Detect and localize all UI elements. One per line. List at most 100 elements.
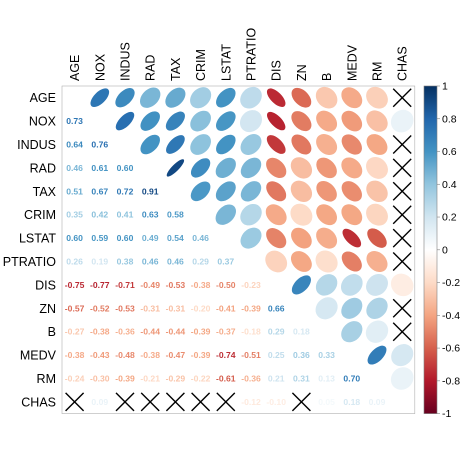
corr-value: 0.73 bbox=[66, 116, 83, 126]
column-label: DIS bbox=[270, 60, 284, 81]
corr-ellipse bbox=[165, 87, 186, 108]
corr-value: -0.43 bbox=[90, 350, 110, 360]
row-label: CHAS bbox=[21, 395, 56, 409]
corr-ellipse bbox=[390, 367, 414, 390]
cross-mark bbox=[392, 205, 412, 225]
corr-ellipse bbox=[316, 110, 338, 132]
corr-ellipse bbox=[340, 274, 363, 296]
corr-value: -0.36 bbox=[241, 374, 261, 384]
corr-ellipse bbox=[266, 135, 286, 154]
corr-ellipse bbox=[216, 134, 236, 155]
cross-mark bbox=[392, 135, 412, 154]
corr-value: -0.38 bbox=[90, 327, 110, 337]
column-label: RAD bbox=[144, 55, 158, 81]
corr-value: 0.37 bbox=[217, 257, 234, 267]
row-labels: AGE NOX INDUS RAD TAX CRIM LSTAT PTRATIO DIS ZN BM… bbox=[3, 91, 57, 409]
corr-ellipse bbox=[216, 87, 236, 108]
corr-ellipse bbox=[316, 157, 337, 179]
column-label: CRIM bbox=[194, 49, 208, 81]
corr-ellipse bbox=[265, 204, 287, 226]
cross-mark bbox=[65, 392, 85, 412]
corr-ellipse bbox=[139, 87, 161, 108]
corr-value: -0.22 bbox=[191, 374, 211, 384]
corr-ellipse bbox=[341, 297, 363, 319]
cross-mark bbox=[392, 158, 412, 178]
corr-value: 0.46 bbox=[66, 163, 83, 173]
colorbar-tick-label: -1 bbox=[442, 408, 451, 420]
corr-ellipse bbox=[341, 181, 362, 202]
colorbar-tick-label: 1 bbox=[442, 81, 448, 93]
row-label: ZN bbox=[39, 302, 56, 316]
corr-value: 0.21 bbox=[268, 374, 285, 384]
corr-ellipse bbox=[240, 227, 262, 249]
corr-ellipse bbox=[291, 227, 312, 249]
corr-value: 0.31 bbox=[293, 374, 310, 384]
corr-value: 0.59 bbox=[91, 233, 108, 243]
corr-value: 0.64 bbox=[66, 140, 83, 150]
corr-value: -0.75 bbox=[65, 280, 85, 290]
corr-value: 0.25 bbox=[268, 350, 285, 360]
colorbar-tick-label: -0.2 bbox=[442, 277, 460, 289]
corr-ellipse bbox=[341, 251, 362, 272]
corr-value: -0.44 bbox=[166, 327, 186, 337]
colorbar-tick-label: 0.6 bbox=[442, 146, 457, 158]
corr-value: -0.39 bbox=[191, 350, 211, 360]
corr-ellipse bbox=[240, 203, 262, 226]
corr-ellipse bbox=[315, 86, 338, 109]
cross-mark bbox=[392, 88, 412, 108]
cross-mark bbox=[165, 392, 185, 412]
corr-ellipse bbox=[190, 134, 211, 155]
corr-value: 0.13 bbox=[318, 374, 335, 384]
row-label: RAD bbox=[30, 161, 56, 175]
corr-value: 0.46 bbox=[192, 233, 209, 243]
row-label: CRIM bbox=[24, 208, 56, 222]
corr-value: 0.36 bbox=[293, 350, 310, 360]
column-label: ZN bbox=[295, 64, 309, 81]
cross-mark bbox=[115, 392, 135, 412]
corr-value: 0.67 bbox=[91, 186, 108, 196]
corr-ellipse bbox=[290, 251, 312, 272]
corr-value: 0.66 bbox=[268, 303, 285, 313]
corr-ellipse bbox=[316, 133, 338, 156]
corr-ellipse bbox=[239, 110, 263, 133]
row-label: NOX bbox=[29, 115, 57, 129]
corr-value: 0.54 bbox=[167, 233, 184, 243]
column-label: RM bbox=[371, 62, 385, 81]
corr-ellipse bbox=[316, 227, 338, 249]
corr-ellipse bbox=[316, 204, 338, 226]
corr-ellipse bbox=[367, 228, 387, 248]
column-label: NOX bbox=[93, 53, 107, 81]
row-label: DIS bbox=[35, 278, 56, 292]
row-label: MEDV bbox=[20, 349, 57, 363]
cross-mark bbox=[140, 392, 160, 412]
corr-ellipse bbox=[190, 87, 212, 109]
corr-ellipse bbox=[315, 297, 338, 320]
corr-ellipse bbox=[240, 86, 262, 109]
corr-value: -0.53 bbox=[115, 303, 135, 313]
corr-ellipse bbox=[266, 157, 287, 179]
corr-value: -0.38 bbox=[191, 280, 211, 290]
corr-value: -0.31 bbox=[166, 303, 186, 313]
corr-ellipse bbox=[366, 180, 388, 203]
corr-value: -0.31 bbox=[140, 303, 160, 313]
corr-value: 0.33 bbox=[318, 350, 335, 360]
corr-ellipse bbox=[190, 181, 211, 202]
corr-value: 0.63 bbox=[142, 210, 159, 220]
corr-ellipse bbox=[190, 158, 211, 178]
colorbar-tick-label: -0.6 bbox=[442, 343, 460, 355]
corr-ellipse bbox=[291, 87, 312, 108]
column-label: PTRATIO bbox=[245, 27, 259, 81]
colorbar-tick-label: -0.8 bbox=[442, 375, 460, 387]
corr-value: -0.53 bbox=[166, 280, 186, 290]
cross-mark bbox=[392, 228, 412, 248]
corr-ellipse bbox=[266, 181, 287, 202]
corr-ellipse bbox=[165, 111, 185, 131]
corr-value: -0.37 bbox=[216, 327, 236, 337]
corr-ellipse bbox=[190, 110, 211, 132]
corr-value: -0.38 bbox=[65, 350, 85, 360]
corr-value: 0.19 bbox=[91, 257, 108, 267]
cross-mark bbox=[392, 298, 412, 318]
corr-ellipse bbox=[367, 345, 387, 365]
corr-value: -0.57 bbox=[65, 303, 85, 313]
